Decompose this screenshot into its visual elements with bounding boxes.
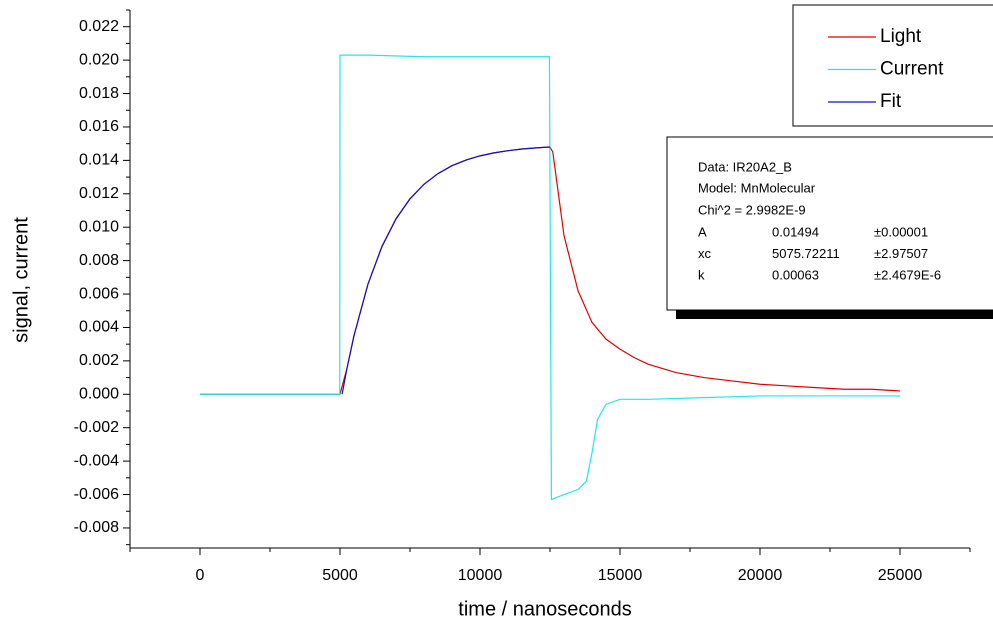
fit-param-value: 0.01494 [772,224,819,239]
x-tick-label: 20000 [738,567,783,584]
fit-param-error: ±2.4679E-6 [874,267,941,282]
y-tick-label: 0.000 [79,386,119,403]
y-tick-label: 0.022 [79,18,119,35]
y-tick-label: -0.002 [74,419,119,436]
x-axis-title: time / nanoseconds [458,598,631,620]
y-tick-label: 0.020 [79,51,119,68]
fit-param-name: A [698,224,707,239]
y-tick-label: 0.004 [79,319,119,336]
y-tick-label: 0.002 [79,352,119,369]
fit-param-name: k [698,267,705,282]
x-tick-label: 15000 [598,567,643,584]
legend-label: Current [880,59,944,80]
y-tick-label: -0.004 [74,452,119,469]
y-tick-label: 0.010 [79,218,119,235]
fit-param-value: 0.00063 [772,267,819,282]
fit-chi2: Chi^2 = 2.9982E-9 [698,202,806,217]
fit-param-name: xc [698,246,712,261]
x-tick-label: 25000 [878,567,923,584]
y-tick-label: -0.008 [74,519,119,536]
y-tick-label: -0.006 [74,486,119,503]
y-tick-label: 0.006 [79,285,119,302]
data-line [341,146,551,395]
y-tick-label: 0.014 [79,152,119,169]
y-tick-label: 0.012 [79,185,119,202]
fit-model: Model: MnMolecular [698,180,816,195]
y-axis-title: signal, current [10,217,32,343]
x-tick-label: 0 [196,567,205,584]
legend-label: Light [880,26,922,47]
y-tick-label: 0.018 [79,85,119,102]
fit-box: Data: IR20A2_B Model: MnMolecular Chi^2 … [666,136,993,319]
fit-param-error: ±2.97507 [874,246,928,261]
fit-box-shadow [676,310,993,319]
fit-param-error: ±0.00001 [874,224,928,239]
legend-label: Fit [880,91,902,112]
legend-box [792,4,993,127]
fit-param-value: 5075.72211 [772,246,840,261]
y-tick-label: 0.008 [79,252,119,269]
data-line [200,54,900,501]
x-tick-label: 10000 [458,567,503,584]
plot-area: 0 5000 10000 15000 20000 25000 -0.008 -0.006 -0.… [74,9,971,584]
fit-data: Data: IR20A2_B [698,159,792,174]
legend: Light Current Fit [792,4,993,127]
x-tick-label: 5000 [322,567,358,584]
fit-box-frame [666,136,993,311]
y-tick-label: 0.016 [79,118,119,135]
